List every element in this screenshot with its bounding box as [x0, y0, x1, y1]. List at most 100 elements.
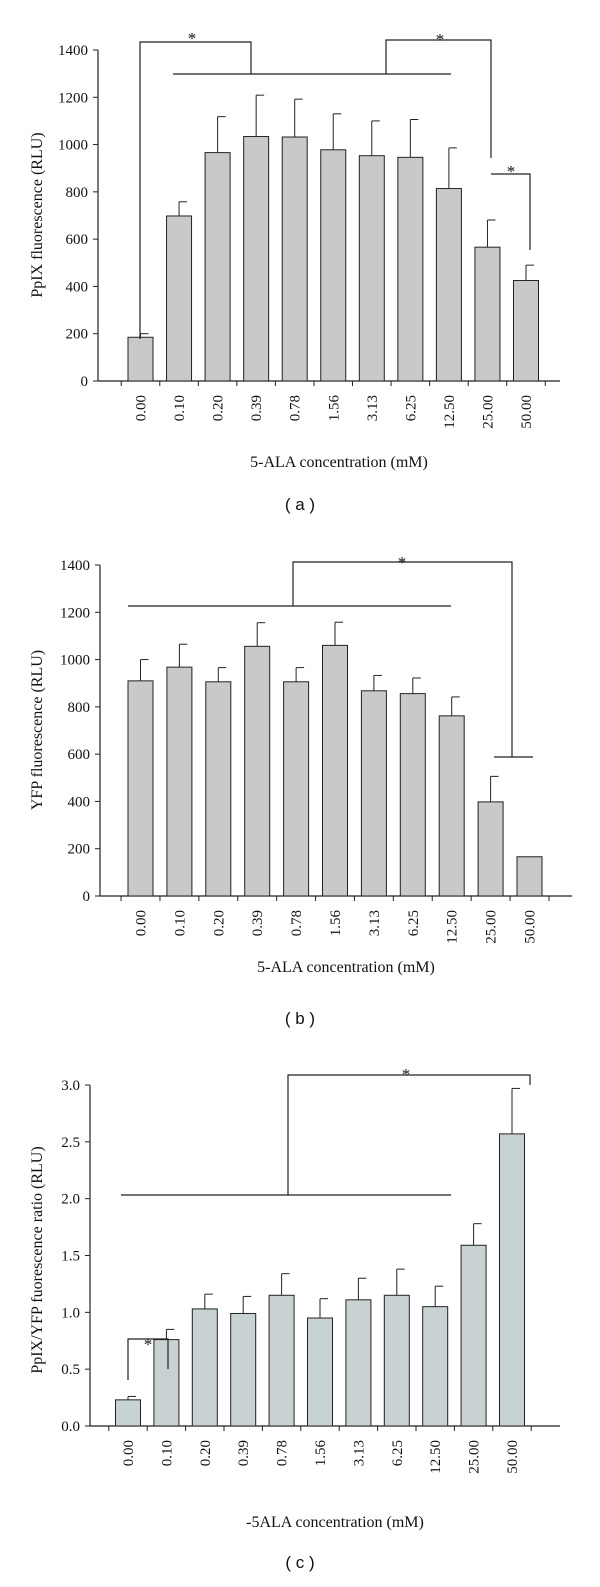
chart-panel-b: 0 200 400 600 800 1000 1200 1400 0.00 0.10 0.20 0.3… [0, 525, 600, 1045]
bar [205, 681, 232, 897]
bar [460, 1244, 487, 1427]
y-tick-label: 200 [68, 842, 91, 858]
bar [513, 280, 539, 382]
y-tick-label: 1000 [58, 138, 88, 154]
bar [127, 336, 154, 382]
significance-bracket [139, 41, 252, 339]
significance-star: * [398, 553, 407, 572]
bar [474, 246, 501, 382]
x-tick-label: 1.56 [313, 1440, 329, 1467]
bar [307, 1317, 333, 1427]
bar [166, 215, 193, 382]
bar [499, 1133, 525, 1427]
y-tick-label: 600 [66, 232, 89, 248]
chart-panel-a: 0 200 400 600 800 1000 1200 1400 0.00 0.10 0.20 0.3… [0, 0, 600, 525]
significance-star: * [402, 1065, 411, 1084]
bar [230, 1312, 257, 1427]
x-tick-label: 0.20 [211, 910, 227, 936]
significance-bracket [385, 39, 492, 158]
significance-bracket [127, 1338, 169, 1380]
x-tick-label: 3.13 [367, 910, 383, 936]
x-tick-label: 50.00 [519, 395, 535, 429]
bar [204, 152, 231, 382]
x-tick-label: 0.78 [288, 395, 304, 421]
y-tick-label: 2.5 [61, 1135, 80, 1151]
y-tick-label: 3.0 [61, 1078, 80, 1094]
x-tick-label: 12.50 [428, 1440, 444, 1474]
x-tick-label: 6.25 [403, 395, 419, 421]
x-tick-label: 0.20 [211, 395, 227, 421]
y-tick-label: 2.0 [61, 1192, 80, 1208]
x-tick-label: 0.39 [250, 910, 266, 936]
x-tick-label: 0.20 [198, 1440, 214, 1466]
panel-label-b: ( b ) [284, 1009, 316, 1028]
x-tick-label: 0.10 [172, 395, 188, 421]
x-tick-label: 0.78 [275, 1440, 291, 1466]
x-tick-label: 3.13 [365, 395, 381, 421]
bar [516, 856, 543, 897]
bar [166, 666, 193, 897]
x-tick-label: 25.00 [467, 1440, 483, 1474]
y-tick-label: 400 [66, 279, 89, 295]
significance-bracket [491, 173, 531, 250]
x-tick-label: 12.50 [442, 395, 458, 429]
x-axis-title: 5-ALA concentration (mM) [257, 959, 435, 976]
bar [244, 645, 271, 897]
y-tick-label: 1400 [58, 43, 88, 59]
y-tick-label: 0.0 [61, 1419, 80, 1435]
x-tick-label: 25.00 [480, 395, 496, 429]
x-tick-label: 50.00 [523, 910, 539, 944]
bar [191, 1308, 218, 1427]
chart-b: 0 200 400 600 800 1000 1200 1400 0.00 0.10 0.20 0.3… [29, 553, 572, 976]
bar [322, 644, 348, 897]
significance-star: * [507, 162, 516, 181]
y-tick-label: 1.0 [61, 1305, 80, 1321]
panel-label-a: ( a ) [284, 495, 316, 514]
y-tick-label: 1.5 [61, 1249, 80, 1265]
bar [435, 188, 462, 382]
x-tick-label: 0.10 [159, 1440, 175, 1466]
y-tick-label: 600 [68, 747, 91, 763]
y-tick-label: 1400 [60, 558, 90, 574]
bar [358, 155, 385, 382]
y-tick-label: 1200 [58, 90, 88, 106]
x-tick-label: 0.00 [134, 395, 150, 421]
bar [397, 156, 424, 382]
significance-bracket [292, 561, 513, 757]
significance-star: * [436, 30, 445, 49]
y-tick-label: 200 [66, 327, 89, 343]
x-axis-title: -5ALA concentration (mM) [246, 1514, 424, 1531]
bar [243, 136, 270, 382]
x-tick-label: 50.00 [505, 1440, 521, 1474]
chart-panel-c: 0.0 0.5 1.0 1.5 2.0 2.5 3.0 0.00 0.10 0.20 0.39 0.7… [0, 1045, 600, 1587]
y-tick-label: 0 [83, 889, 91, 905]
x-tick-label: 0.78 [289, 910, 305, 936]
x-tick-label: 0.00 [121, 1440, 137, 1466]
bar [268, 1294, 295, 1427]
x-tick-label: 0.00 [134, 910, 150, 936]
x-tick-label: 1.56 [326, 395, 342, 422]
panel-label-c: ( c ) [285, 1553, 315, 1572]
y-tick-label: 1200 [60, 605, 90, 621]
chart-c: 0.0 0.5 1.0 1.5 2.0 2.5 3.0 0.00 0.10 0.20 0.39 0.7… [29, 1065, 560, 1531]
bar [153, 1339, 180, 1427]
y-tick-label: 0 [81, 374, 89, 390]
y-tick-label: 800 [66, 185, 89, 201]
x-tick-label: 0.39 [236, 1440, 252, 1466]
bar [477, 801, 504, 897]
bar [345, 1299, 372, 1427]
chart-a: 0 200 400 600 800 1000 1200 1400 0.00 0.10 0.20 0.3… [29, 29, 560, 471]
y-axis-title: YFP fluorescence (RLU) [29, 650, 46, 810]
bar [360, 690, 387, 897]
x-tick-label: 25.00 [484, 910, 500, 944]
bar [438, 715, 465, 897]
x-tick-label: 0.39 [249, 395, 265, 421]
y-tick-label: 1000 [60, 653, 90, 669]
x-tick-label: 6.25 [406, 910, 422, 936]
x-tick-label: 0.10 [172, 910, 188, 936]
x-tick-label: 1.56 [328, 910, 344, 937]
x-tick-label: 3.13 [351, 1440, 367, 1466]
bar [422, 1306, 449, 1427]
significance-bracket [287, 1074, 531, 1195]
x-tick-label: 6.25 [390, 1440, 406, 1466]
